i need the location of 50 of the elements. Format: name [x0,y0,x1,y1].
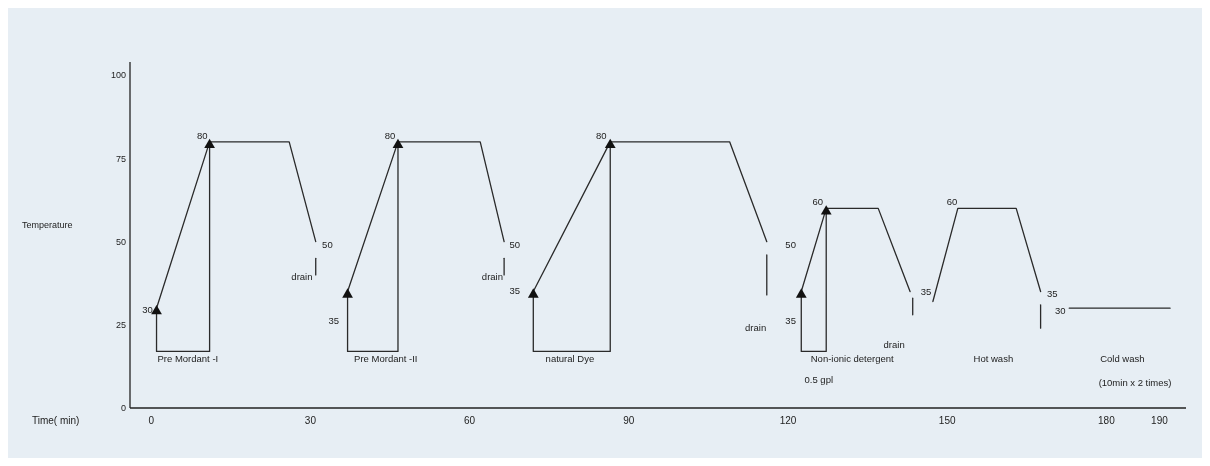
point [604,138,616,148]
annotation: drain [883,339,905,351]
x-tick-label: 0 [148,415,155,426]
annotation: natural Dye [545,353,595,365]
annotation: (10min x 2 times) [1098,376,1172,388]
x-tick-label: 90 [623,415,635,426]
annotation: 35 [1046,287,1058,299]
annotation: 35 [920,285,932,297]
annotation: Non-ionic detergent [810,353,895,365]
x-tick-label: 30 [304,415,317,426]
x-tick-label: 120 [779,415,797,426]
point [795,288,807,298]
y-axis-title: Temperature [22,219,73,230]
annotation: Pre Mordant -I [157,353,219,365]
y-tick-label: 25 [115,319,126,330]
point [204,138,215,148]
annotation: 35 [509,284,521,296]
point [527,288,539,298]
point [151,304,162,315]
annotation: 80 [196,129,208,141]
y-tick-label: 100 [110,70,126,81]
annotation: drain [481,271,503,283]
point [392,138,404,148]
y-tick-label: 75 [115,153,126,164]
annotation: 80 [384,129,396,141]
y-tick-label: 50 [115,236,126,247]
x-tick-label: 190 [1151,415,1169,426]
annotation: drain [291,271,313,283]
annotation: 60 [812,196,824,208]
annotation: 30 [1054,305,1066,317]
annotation: 80 [595,129,607,141]
x-tick-label: 60 [464,415,476,426]
x-tick-label: 180 [1098,415,1116,426]
annotation: 50 [322,238,333,250]
annotation: 35 [328,315,340,327]
annotation: 50 [785,238,796,250]
y-tick-label: 0 [120,403,126,414]
annotation: 60 [946,196,958,208]
annotation: drain [745,322,767,334]
annotation: Pre Mordant -II [354,353,418,365]
point [342,288,353,298]
annotation: Hot wash [973,353,1014,365]
annotation: Cold wash [1100,353,1145,365]
annotation: 50 [509,238,521,250]
point [820,205,832,215]
annotation: 30 [142,304,153,316]
x-tick-label: 150 [938,415,956,426]
annotation: 0.5 gpl [804,373,834,385]
annotation: 35 [785,315,796,327]
x-axis-title: Time( min) [32,415,80,426]
